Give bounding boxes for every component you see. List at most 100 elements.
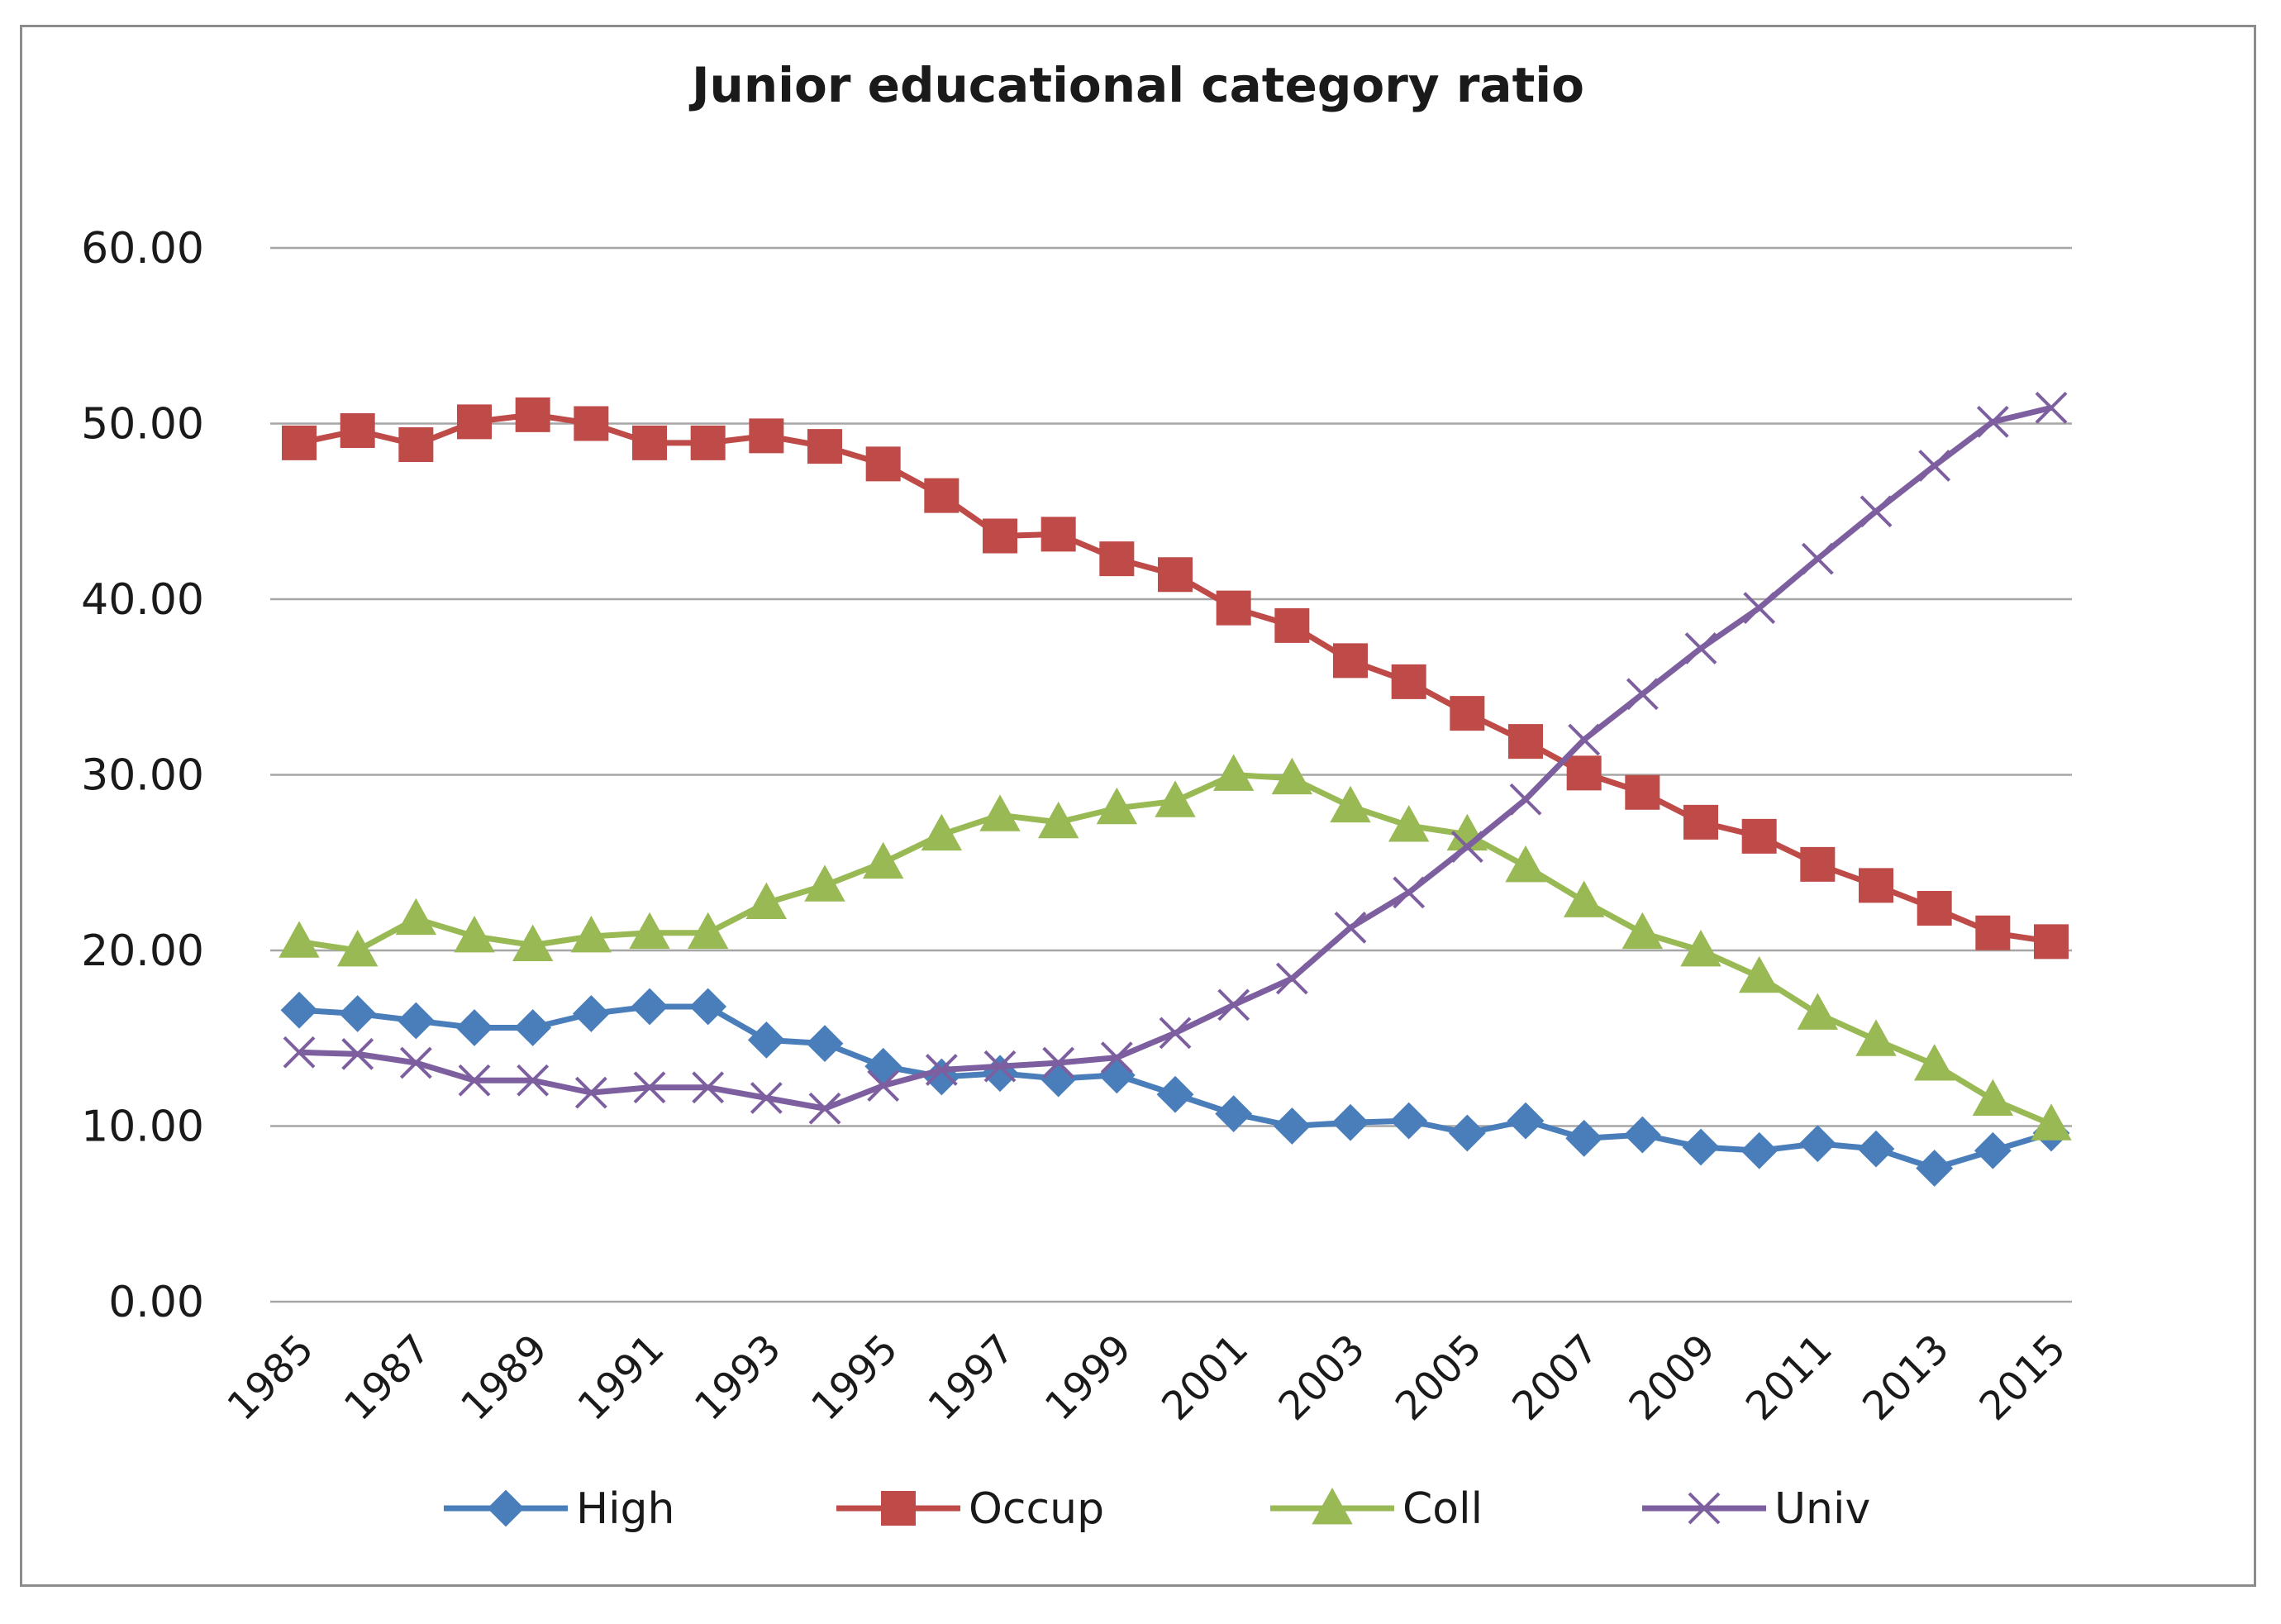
data-point-high — [1215, 1095, 1253, 1133]
data-point-coll — [745, 882, 788, 920]
data-point-coll — [512, 924, 554, 962]
x-marker-stroke — [283, 1036, 316, 1069]
data-point-univ — [399, 1046, 432, 1079]
series-line-occup — [298, 412, 2052, 945]
legend-marker — [1312, 1487, 1353, 1525]
data-point-univ — [574, 1076, 607, 1109]
y-tick-label: 60.00 — [81, 224, 204, 274]
x-marker-stroke — [2035, 391, 2068, 424]
x-marker-stroke — [1450, 831, 1483, 864]
data-point-occup — [1566, 755, 1602, 791]
data-point-coll — [687, 912, 729, 950]
series-univ — [283, 391, 2068, 1125]
y-tick-label: 50.00 — [81, 400, 204, 450]
data-point-univ — [867, 1069, 900, 1103]
data-point-coll — [1738, 955, 1780, 993]
data-point-occup — [398, 427, 434, 462]
data-point-high — [397, 1002, 435, 1040]
data-point-univ — [1626, 678, 1659, 711]
data-point-univ — [1100, 1041, 1133, 1074]
data-point-occup — [515, 397, 550, 432]
x-marker-stroke — [983, 1050, 1017, 1083]
data-point-coll — [1913, 1044, 1955, 1081]
x-marker-stroke — [341, 1037, 374, 1070]
data-point-univ — [458, 1064, 491, 1097]
legend: High Occup Coll Univ — [444, 1484, 1870, 1534]
x-tick-label: 1995 — [802, 1326, 907, 1430]
x-axis-ticks: 1985 1987 1989 1991 1993 1995 1997 1999 2001 2003… — [219, 1326, 2075, 1430]
data-point-univ — [2035, 391, 2068, 424]
data-point-coll — [1505, 845, 1546, 883]
x-marker-stroke — [692, 1071, 725, 1104]
y-tick-label: 20.00 — [81, 926, 204, 976]
data-point-high — [1682, 1128, 1720, 1166]
x-tick-label: 2013 — [1854, 1326, 1958, 1430]
data-point-high — [864, 1047, 902, 1085]
x-marker-stroke — [1918, 450, 1951, 482]
x-marker-stroke — [1159, 1017, 1192, 1050]
data-point-coll — [1563, 880, 1605, 917]
data-point-occup — [1158, 557, 1193, 593]
data-point-occup — [1683, 804, 1718, 840]
data-point-univ — [750, 1082, 783, 1114]
x-marker-stroke — [808, 1092, 841, 1125]
data-point-coll — [1271, 757, 1313, 795]
data-point-univ — [341, 1037, 374, 1070]
x-tick-label: 1991 — [569, 1326, 674, 1430]
data-point-high — [1273, 1107, 1311, 1145]
data-point-occup — [1274, 607, 1310, 643]
data-point-high — [1331, 1103, 1369, 1141]
data-point-coll — [629, 912, 670, 950]
x-tick-label: 1997 — [920, 1326, 1024, 1430]
data-point-occup — [983, 518, 1017, 554]
data-point-coll — [1388, 805, 1430, 842]
data-point-coll — [454, 915, 495, 953]
x-marker-stroke — [867, 1069, 900, 1103]
data-point-occup — [1391, 664, 1426, 699]
data-point-occup — [1859, 868, 1893, 903]
x-marker-stroke — [1976, 405, 2009, 438]
data-point-high — [922, 1058, 960, 1096]
x-marker-stroke — [633, 1071, 666, 1104]
data-point-high — [806, 1025, 844, 1063]
chart-frame: Junior educational category ratio 0.00 10… — [20, 25, 2256, 1587]
x-marker-stroke — [1275, 962, 1308, 995]
legend-marker — [487, 1489, 525, 1527]
data-point-coll — [1330, 785, 1371, 823]
data-point-high — [1507, 1102, 1545, 1140]
x-marker-stroke — [1684, 632, 1717, 664]
series-line-univ — [298, 404, 2052, 1112]
x-tick-label: 2003 — [1270, 1326, 1374, 1430]
x-marker-stroke — [925, 1054, 958, 1086]
x-tick-label: 1999 — [1036, 1326, 1140, 1430]
data-point-high — [514, 1009, 552, 1046]
legend-marker — [1688, 1492, 1721, 1525]
data-point-occup — [1099, 541, 1135, 577]
x-marker-stroke — [750, 1082, 783, 1114]
y-tick-label: 10.00 — [81, 1103, 204, 1152]
x-marker-stroke — [1393, 876, 1426, 909]
series-coll — [279, 754, 2072, 1141]
data-point-univ — [1568, 723, 1601, 756]
data-point-occup — [632, 425, 667, 460]
data-point-univ — [983, 1050, 1017, 1083]
x-marker-stroke — [1100, 1041, 1133, 1074]
data-point-univ — [1217, 988, 1250, 1022]
data-point-occup — [1800, 846, 1836, 882]
data-point-coll — [1037, 801, 1079, 839]
legend-item-coll: Coll — [1270, 1484, 1483, 1534]
data-point-high — [1974, 1131, 2012, 1169]
data-point-high — [1623, 1116, 1661, 1154]
gridlines — [270, 246, 2072, 1303]
data-point-univ — [1509, 783, 1542, 816]
data-point-high — [981, 1055, 1019, 1093]
data-point-univ — [1159, 1017, 1192, 1050]
data-point-high — [1156, 1075, 1194, 1113]
x-marker-stroke — [1688, 1492, 1721, 1525]
y-tick-label: 0.00 — [108, 1278, 204, 1327]
data-point-occup — [282, 425, 317, 460]
data-point-occup — [1508, 724, 1543, 760]
data-point-coll — [1155, 780, 1196, 817]
data-point-occup — [340, 413, 375, 448]
data-point-high — [280, 991, 318, 1029]
